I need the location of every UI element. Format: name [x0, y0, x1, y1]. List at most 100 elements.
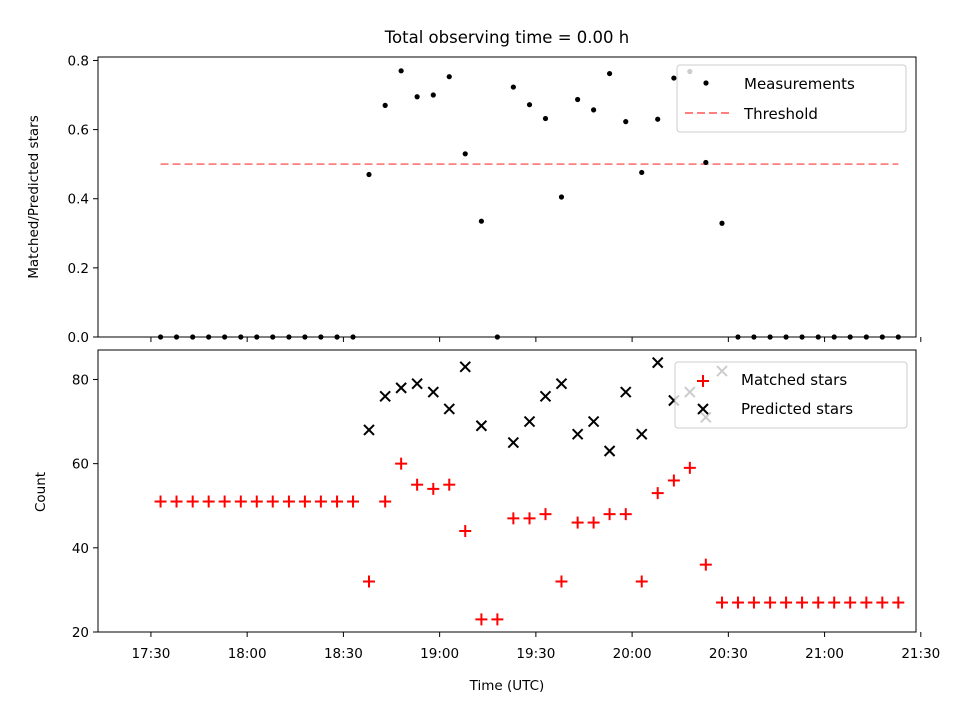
- predicted-point: [395, 382, 407, 394]
- measurement-point: [655, 116, 661, 122]
- measurement-point: [478, 218, 485, 224]
- matched-point: [764, 596, 777, 609]
- matched-point: [651, 487, 664, 500]
- predicted-point-stroke: [427, 386, 439, 398]
- matched-point: [250, 495, 263, 508]
- predicted-point: [475, 420, 488, 432]
- predicted-point: [443, 403, 455, 415]
- matched-point: [347, 495, 360, 508]
- ratio-plot-area: 0.0 0.2 0.4 0.6 0.8: [68, 53, 922, 346]
- time-xlabel: Time (UTC): [469, 678, 545, 694]
- predicted-point-stroke: [603, 445, 616, 457]
- matched-point: [491, 613, 504, 626]
- matched-point: [395, 457, 408, 470]
- count-xtick-label: 19:00: [420, 646, 459, 662]
- count-xtick-label: 18:00: [228, 646, 267, 662]
- predicted-point-stroke: [363, 424, 375, 436]
- matched-point: [523, 512, 536, 525]
- ratio-panel: Total observing time = 0.00 h 0.00.20.40…: [26, 28, 922, 346]
- matched-point: [828, 596, 841, 609]
- matched-point: [715, 596, 728, 609]
- matched-point: [539, 508, 552, 521]
- predicted-point: [427, 386, 439, 398]
- ratio-axes-frame: [97, 56, 917, 338]
- ratio-ytick-label: 0.0: [68, 330, 89, 346]
- ratio-ytick-label: 0.6: [68, 123, 89, 139]
- legend-threshold-label: Threshold: [743, 105, 818, 123]
- predicted-point: [620, 386, 632, 398]
- matched-point: [507, 512, 520, 525]
- count-xtick-label: 20:00: [613, 646, 652, 662]
- matched-point: [411, 478, 424, 491]
- matched-point: [314, 495, 327, 508]
- matched-point: [812, 596, 825, 609]
- matched-point: [860, 596, 873, 609]
- predicted-point-stroke: [555, 377, 568, 390]
- predicted-point-stroke: [379, 390, 391, 403]
- predicted-point: [651, 356, 664, 369]
- predicted-point-stroke: [539, 390, 552, 403]
- predicted-point-stroke: [636, 428, 648, 440]
- measurement-point: [430, 92, 436, 98]
- predicted-point: [555, 377, 568, 390]
- matched-point: [587, 516, 600, 529]
- predicted-point-stroke: [475, 420, 488, 432]
- ratio-ytick-label: 0.4: [68, 192, 89, 208]
- measurement-point: [591, 107, 597, 113]
- matched-point: [571, 516, 584, 529]
- count-ylabel: Count: [33, 472, 49, 512]
- measurement-point: [510, 84, 516, 90]
- matched-point: [331, 495, 344, 508]
- matched-point: [780, 596, 793, 609]
- matched-point: [619, 508, 632, 521]
- count-xtick-label: 18:30: [324, 646, 363, 662]
- count-plot-area: 20 40 60 80 17:30 18:00 18:30 19:00 19:30 20:00 20…: [72, 349, 940, 662]
- legend-matched-marker: [697, 375, 709, 387]
- measurement-point: [623, 119, 629, 125]
- measurement-point: [606, 70, 613, 77]
- matched-point: [731, 596, 744, 609]
- matched-point: [683, 461, 696, 474]
- predicted-point-stroke: [507, 436, 520, 449]
- predicted-point-stroke: [571, 428, 584, 440]
- ratio-legend: Measurements Threshold: [676, 64, 907, 133]
- matched-point: [747, 596, 760, 609]
- matched-point: [154, 495, 167, 508]
- measurement-point: [719, 220, 725, 226]
- predicted-point: [459, 361, 471, 373]
- count-ytick-label: 80: [72, 372, 89, 388]
- matched-point: [379, 495, 392, 508]
- predicted-point: [539, 390, 552, 403]
- measurement-point: [575, 96, 581, 103]
- matched-point: [844, 596, 857, 609]
- count-ytick-label: 40: [72, 541, 89, 557]
- predicted-point: [636, 428, 648, 440]
- measurement-point: [398, 68, 404, 74]
- matched-point: [218, 495, 231, 508]
- measurement-point: [639, 169, 645, 176]
- matched-point: [266, 495, 279, 508]
- count-xtick-label: 17:30: [131, 646, 170, 662]
- predicted-point-stroke: [651, 356, 664, 369]
- measurement-point: [703, 159, 709, 166]
- measurement-point: [558, 194, 565, 200]
- measurement-point: [542, 115, 549, 122]
- matched-point: [443, 478, 456, 491]
- measurement-point: [382, 102, 388, 108]
- matched-point: [635, 575, 648, 588]
- chart-title: Total observing time = 0.00 h: [384, 28, 629, 47]
- measurement-point: [671, 75, 677, 81]
- predicted-point-stroke: [587, 415, 600, 428]
- count-axes-frame: [97, 349, 917, 633]
- count-ytick-label: 20: [72, 625, 89, 641]
- predicted-point-stroke: [459, 361, 471, 373]
- matched-point: [603, 508, 616, 521]
- matched-point: [876, 596, 889, 609]
- ratio-ytick-label: 0.2: [68, 261, 89, 277]
- matched-point: [892, 596, 905, 609]
- predicted-point: [587, 415, 600, 428]
- ratio-ytick-label: 0.8: [68, 53, 89, 69]
- count-xtick-label: 20:30: [709, 646, 748, 662]
- count-ytick-label: 60: [72, 457, 89, 473]
- matched-point: [234, 495, 247, 508]
